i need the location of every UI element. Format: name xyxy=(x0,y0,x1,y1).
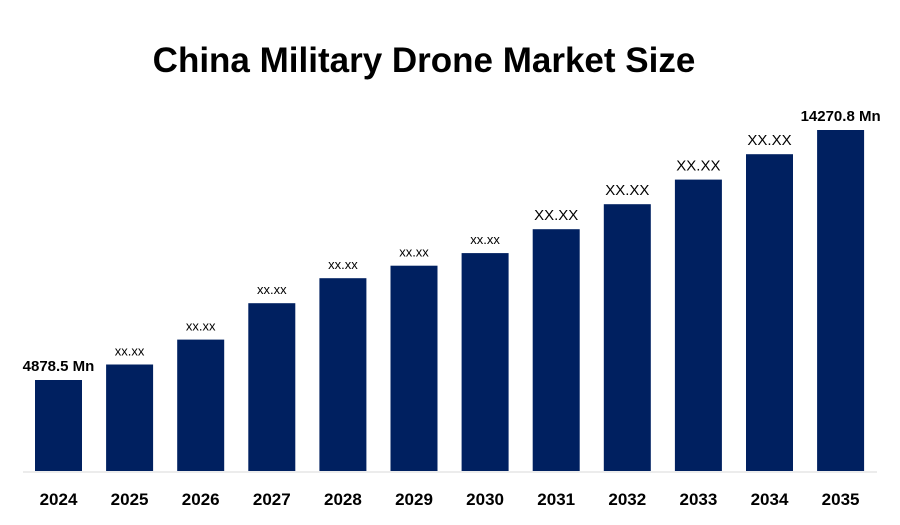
value-label-2030: xx.xx xyxy=(470,232,500,247)
bar-2032 xyxy=(603,204,651,471)
value-label-2028: xx.xx xyxy=(328,257,358,272)
chart-title: China Military Drone Market Size xyxy=(153,41,696,80)
x-tick-2029: 2029 xyxy=(395,490,433,509)
bar-2027 xyxy=(248,303,296,471)
x-tick-2027: 2027 xyxy=(253,490,291,509)
bar-2030 xyxy=(461,253,509,471)
bar-2029 xyxy=(390,265,438,471)
value-label-2027: xx.xx xyxy=(257,282,287,297)
bar-2024 xyxy=(35,380,82,471)
x-tick-2024: 2024 xyxy=(40,490,78,509)
x-tick-2034: 2034 xyxy=(751,490,789,509)
bar-2025 xyxy=(106,364,154,471)
value-label-2026: xx.xx xyxy=(186,319,216,334)
bars-group xyxy=(35,130,865,471)
x-tick-2028: 2028 xyxy=(324,490,362,509)
bar-2034 xyxy=(746,154,793,471)
bar-2035 xyxy=(817,130,865,471)
x-tick-2035: 2035 xyxy=(822,490,860,509)
value-label-2029: xx.xx xyxy=(399,245,429,260)
bar-2031 xyxy=(532,229,580,471)
x-tick-2031: 2031 xyxy=(537,490,575,509)
x-tick-2026: 2026 xyxy=(182,490,220,509)
x-tick-2032: 2032 xyxy=(608,490,646,509)
bar-2028 xyxy=(319,278,367,471)
value-label-2025: xx.xx xyxy=(115,344,145,359)
value-labels-group: 4878.5 Mn xx.xx xx.xx xx.xx xx.xx xx.xx xx.xx X… xyxy=(23,108,881,375)
bar-2033 xyxy=(674,179,722,471)
x-tick-2030: 2030 xyxy=(466,490,504,509)
x-tick-2025: 2025 xyxy=(111,490,149,509)
value-label-2032: XX.XX xyxy=(605,182,649,199)
x-tick-labels-group: 2024 2025 2026 2027 2028 2029 2030 2031 2032 2033… xyxy=(40,490,860,509)
value-label-2031: XX.XX xyxy=(534,207,578,224)
value-label-2024: 4878.5 Mn xyxy=(23,358,95,375)
value-label-2034: XX.XX xyxy=(747,132,791,149)
value-label-2033: XX.XX xyxy=(676,158,720,175)
x-tick-2033: 2033 xyxy=(679,490,717,509)
bar-2026 xyxy=(177,339,225,471)
value-label-2035: 14270.8 Mn xyxy=(801,108,881,125)
